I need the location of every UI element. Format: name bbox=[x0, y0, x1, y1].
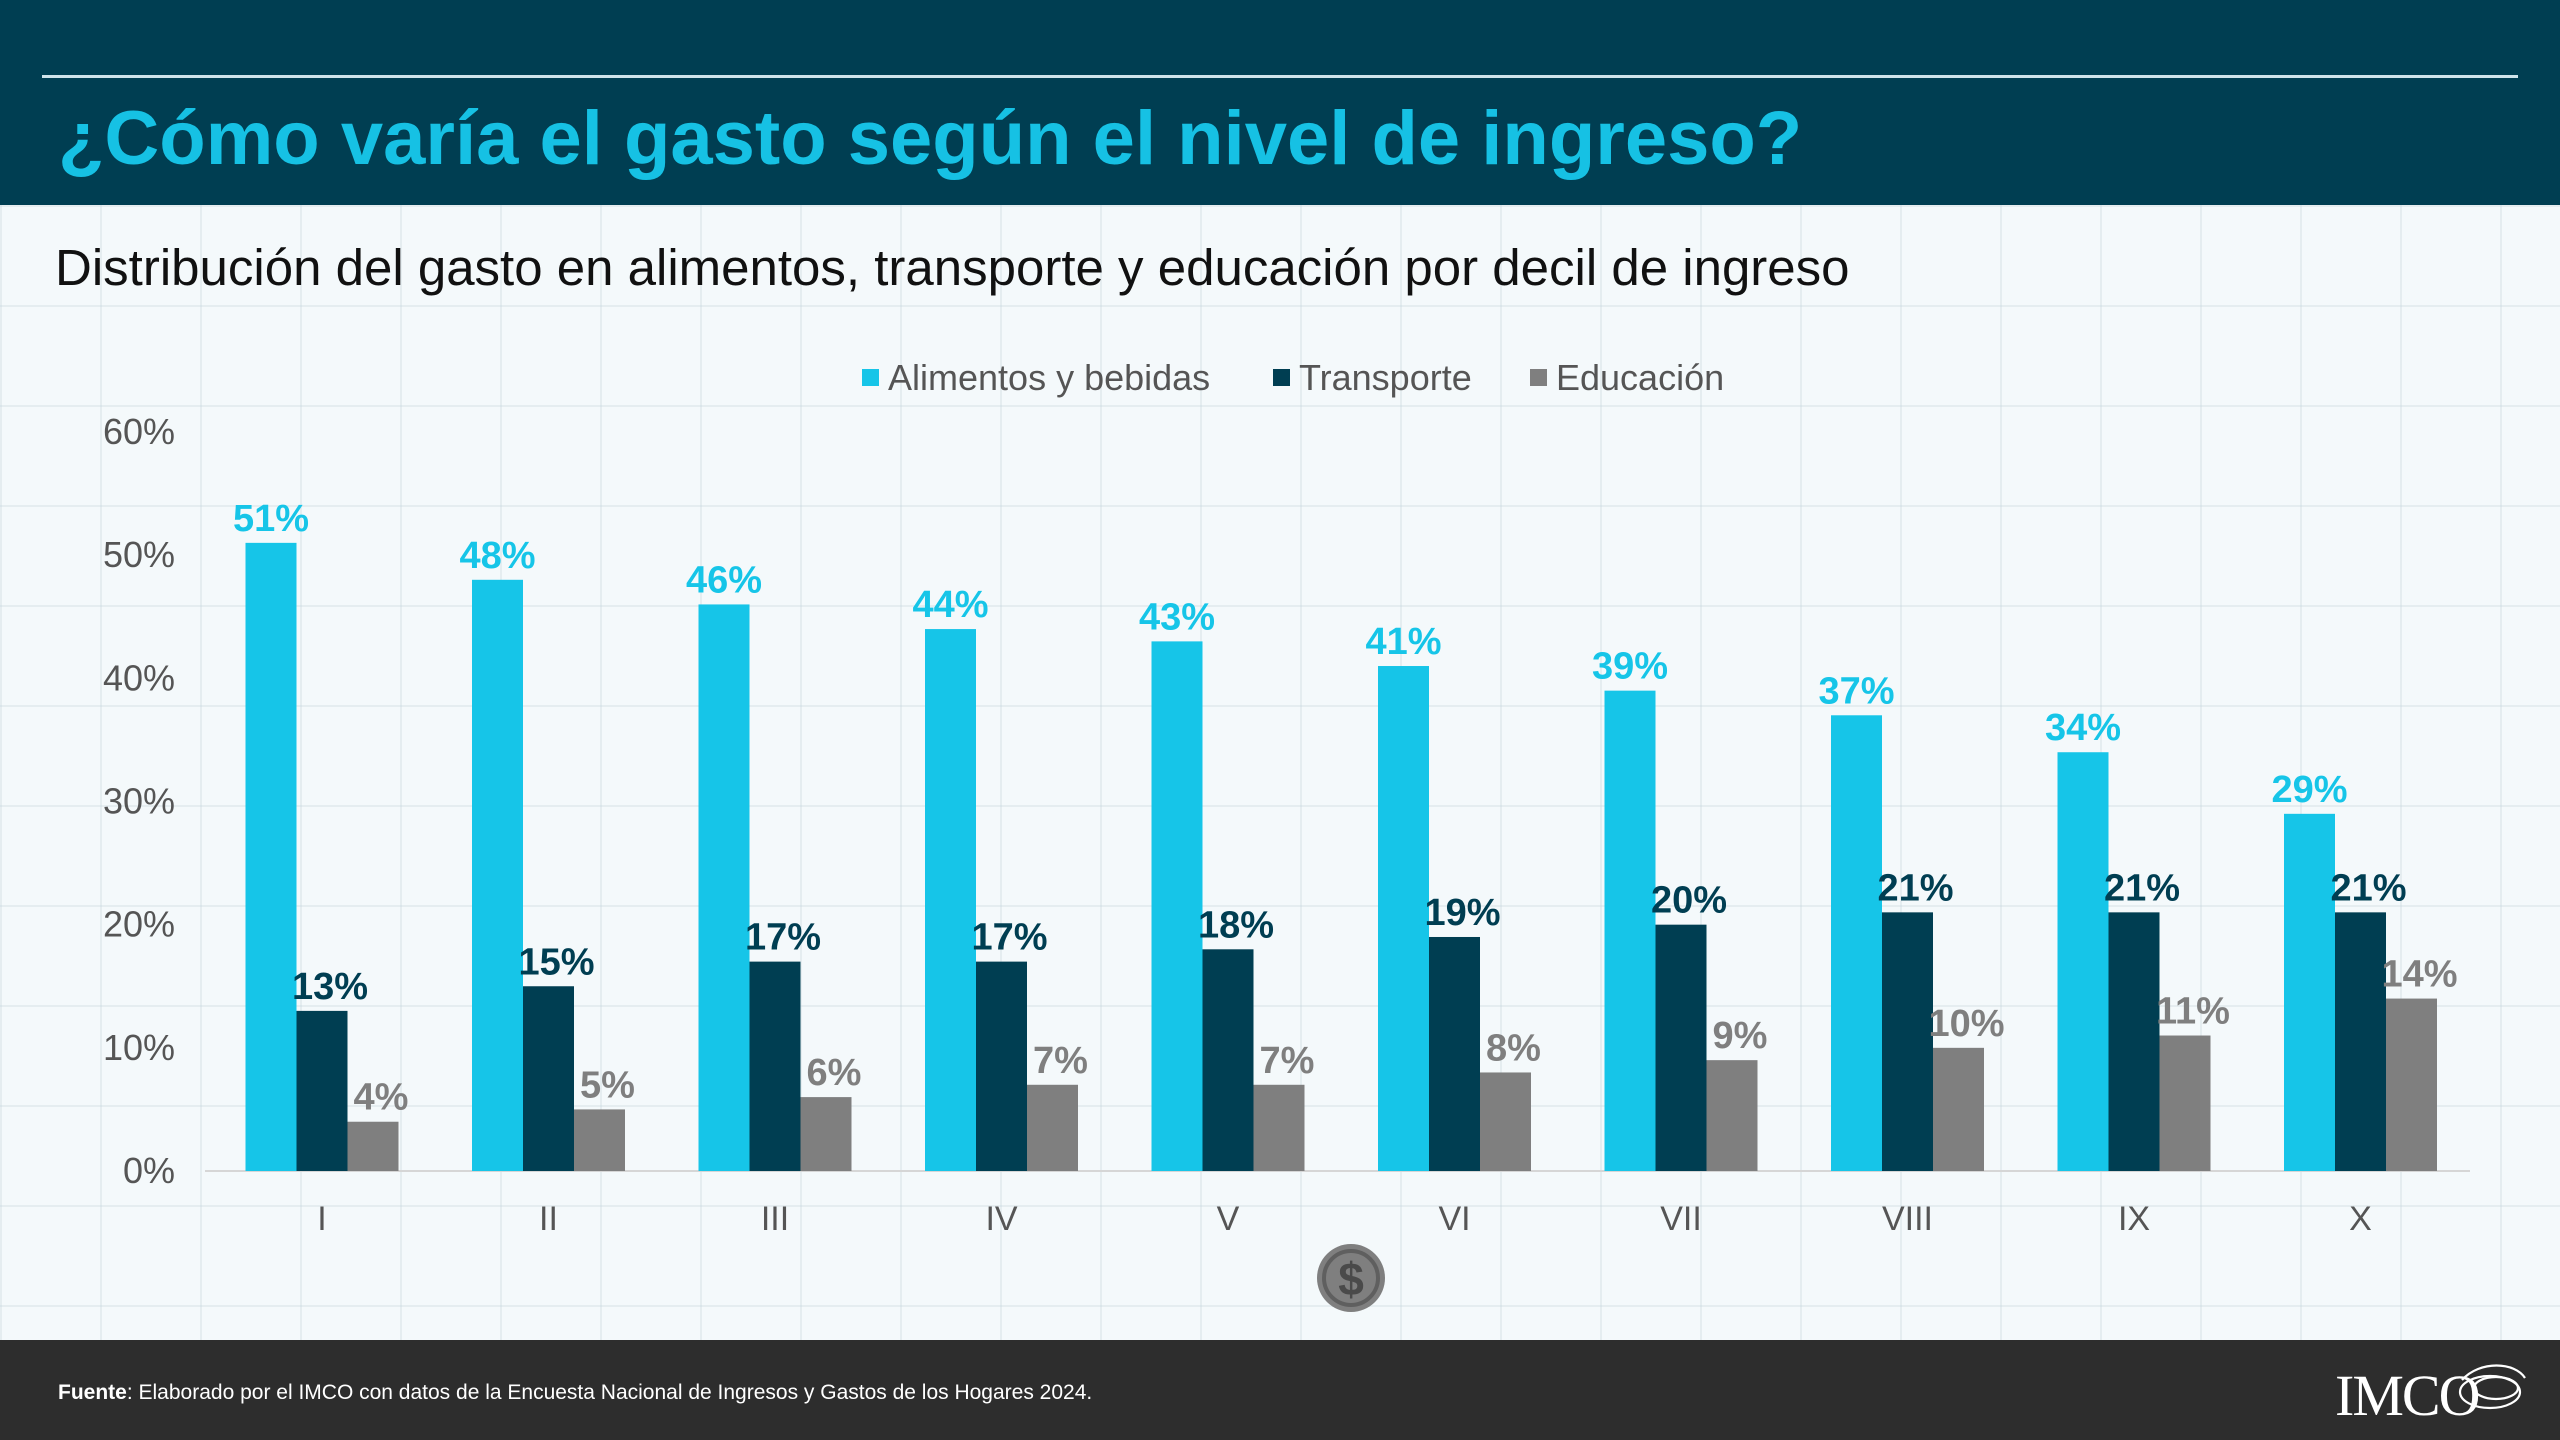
data-label: 18% bbox=[1198, 904, 1274, 946]
source-label: Fuente bbox=[58, 1381, 127, 1404]
data-label: 7% bbox=[1260, 1040, 1315, 1082]
bar bbox=[2284, 813, 2335, 1171]
bar bbox=[1253, 1084, 1305, 1171]
bar bbox=[347, 1121, 399, 1171]
bar bbox=[2159, 1035, 2211, 1171]
bar bbox=[1604, 690, 1656, 1171]
data-label: 5% bbox=[580, 1064, 635, 1106]
bar bbox=[245, 542, 297, 1171]
data-label: 29% bbox=[2271, 769, 2347, 811]
data-label: 48% bbox=[459, 535, 535, 577]
page-title: ¿Cómo varía el gasto según el nivel de i… bbox=[58, 96, 1803, 181]
bar bbox=[976, 961, 1027, 1171]
x-tick-label: IX bbox=[2118, 1200, 2150, 1238]
bar bbox=[1480, 1072, 1531, 1171]
x-tick-label: I bbox=[317, 1200, 326, 1238]
data-label: 44% bbox=[912, 584, 988, 626]
data-label: 10% bbox=[1928, 1003, 2004, 1045]
header-divider bbox=[42, 75, 2518, 78]
bar bbox=[523, 986, 574, 1171]
legend-swatch bbox=[1273, 369, 1290, 386]
x-tick-label: V bbox=[1217, 1200, 1240, 1238]
x-tick-label: X bbox=[2349, 1200, 2372, 1238]
bar bbox=[574, 1109, 625, 1171]
data-label: 17% bbox=[971, 917, 1047, 959]
legend-swatch bbox=[1530, 369, 1547, 386]
bar bbox=[1655, 924, 1707, 1171]
data-label: 20% bbox=[1651, 880, 1727, 922]
data-label: 46% bbox=[686, 559, 762, 601]
y-tick-label: 20% bbox=[103, 904, 175, 945]
bar bbox=[1027, 1084, 1078, 1171]
bar bbox=[800, 1097, 852, 1171]
data-label: 39% bbox=[1592, 646, 1668, 688]
bar bbox=[296, 1010, 348, 1171]
bar bbox=[1429, 936, 1480, 1171]
data-label: 21% bbox=[2104, 867, 2180, 909]
data-label: 43% bbox=[1139, 596, 1215, 638]
source-note: Fuente: Elaborado por el IMCO con datos … bbox=[58, 1381, 1092, 1405]
y-tick-label: 10% bbox=[103, 1027, 175, 1068]
bar bbox=[1706, 1060, 1758, 1171]
data-label: 15% bbox=[518, 941, 594, 983]
y-tick-label: 40% bbox=[103, 657, 175, 698]
data-label: 8% bbox=[1486, 1027, 1541, 1069]
data-label: 7% bbox=[1033, 1040, 1088, 1082]
dollar-coin-icon: $ bbox=[1317, 1244, 1385, 1312]
data-label: 6% bbox=[807, 1052, 862, 1094]
legend-label: Transporte bbox=[1299, 357, 1472, 398]
bar bbox=[1202, 949, 1254, 1171]
data-label: 11% bbox=[2156, 991, 2230, 1033]
bar bbox=[925, 629, 976, 1171]
bar bbox=[749, 961, 801, 1171]
data-label: 17% bbox=[745, 917, 821, 959]
bar bbox=[1378, 666, 1429, 1171]
bar bbox=[1933, 1047, 1984, 1171]
data-label: 37% bbox=[1818, 670, 1894, 712]
x-tick-label: III bbox=[761, 1200, 789, 1238]
bar bbox=[1151, 641, 1203, 1171]
header-bar bbox=[0, 0, 2560, 205]
y-tick-label: 30% bbox=[103, 781, 175, 822]
x-tick-label: VII bbox=[1660, 1200, 1702, 1238]
y-tick-label: 0% bbox=[123, 1150, 175, 1191]
x-tick-label: II bbox=[539, 1200, 558, 1238]
legend-swatch bbox=[862, 369, 879, 386]
legend-label: Alimentos y bebidas bbox=[888, 357, 1210, 398]
bar bbox=[698, 604, 750, 1171]
imco-logo-swirl-icon bbox=[2458, 1364, 2526, 1410]
data-label: 41% bbox=[1365, 621, 1441, 663]
bar bbox=[2335, 912, 2386, 1171]
data-label: 14% bbox=[2381, 954, 2457, 996]
data-label: 21% bbox=[1877, 867, 1953, 909]
footer-bar bbox=[0, 1340, 2560, 1440]
legend-label: Educación bbox=[1556, 357, 1724, 398]
data-label: 51% bbox=[233, 498, 309, 540]
y-tick-label: 50% bbox=[103, 534, 175, 575]
x-tick-label: VIII bbox=[1882, 1200, 1933, 1238]
x-tick-label: VI bbox=[1438, 1200, 1470, 1238]
bar bbox=[472, 579, 523, 1171]
bar bbox=[2386, 998, 2437, 1171]
bar bbox=[2057, 752, 2109, 1171]
data-label: 34% bbox=[2045, 707, 2121, 749]
data-label: 4% bbox=[354, 1077, 409, 1119]
data-label: 21% bbox=[2330, 867, 2406, 909]
bar-chart: 0% 10% 20% 30% 40% 50% 60% Alimentos y bebidas T… bbox=[103, 357, 2470, 1312]
y-tick-label: 60% bbox=[103, 411, 175, 452]
data-label: 9% bbox=[1713, 1015, 1768, 1057]
bar bbox=[1882, 912, 1933, 1171]
bar bbox=[2108, 912, 2160, 1171]
source-text: : Elaborado por el IMCO con datos de la … bbox=[126, 1381, 1093, 1404]
x-tick-label: IV bbox=[985, 1200, 1017, 1238]
bar bbox=[1831, 715, 1882, 1171]
chart-subtitle: Distribución del gasto en alimentos, tra… bbox=[55, 239, 1850, 296]
svg-text:$: $ bbox=[1338, 1253, 1364, 1305]
imco-logo: IMCO bbox=[2335, 1363, 2480, 1428]
data-label: 19% bbox=[1424, 892, 1500, 934]
data-label: 13% bbox=[292, 966, 368, 1008]
